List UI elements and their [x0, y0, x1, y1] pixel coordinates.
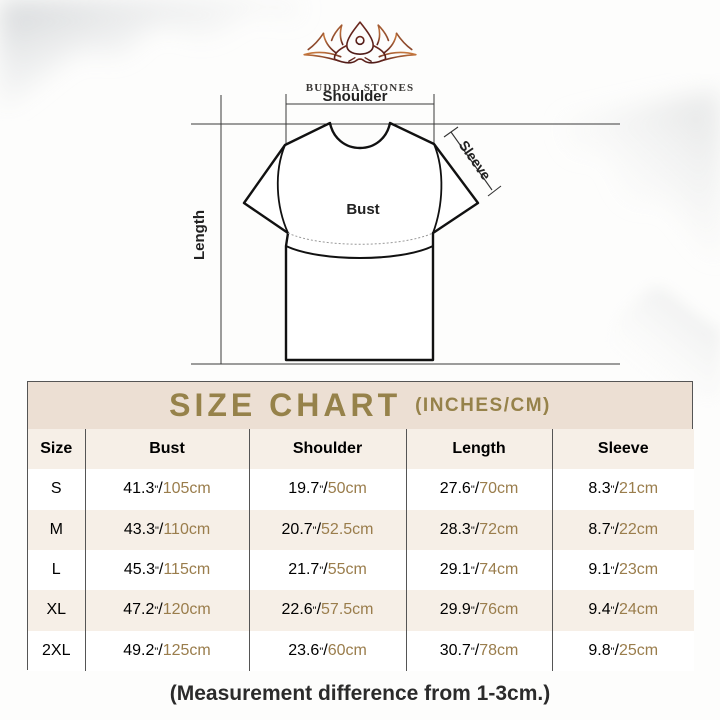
svg-text:Length: Length — [191, 210, 208, 260]
svg-text:Shoulder: Shoulder — [322, 88, 387, 105]
svg-text:Sleeve: Sleeve — [456, 137, 495, 183]
svg-text:Bust: Bust — [346, 201, 379, 218]
